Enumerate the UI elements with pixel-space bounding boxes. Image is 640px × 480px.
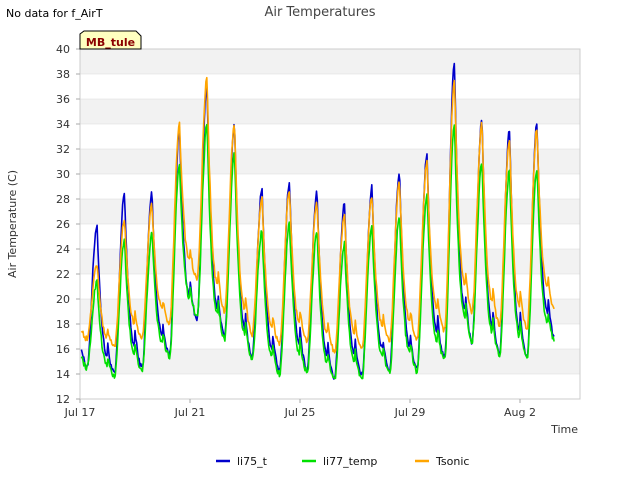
- background-band: [80, 374, 580, 399]
- y-tick-label: 16: [56, 343, 70, 356]
- x-tick-label: Jul 25: [284, 406, 316, 419]
- series-line-li77_temp: [80, 123, 555, 380]
- background-band: [80, 174, 580, 199]
- background-band: [80, 74, 580, 99]
- legend-label-Tsonic: Tsonic: [435, 455, 469, 468]
- site-tag-label: MB_tule: [86, 36, 135, 49]
- y-tick-label: 14: [56, 368, 70, 381]
- background-band: [80, 199, 580, 224]
- y-tick-label: 18: [56, 318, 70, 331]
- y-tick-label: 20: [56, 293, 70, 306]
- y-tick-label: 28: [56, 193, 70, 206]
- x-tick-label: Jul 29: [394, 406, 426, 419]
- background-band: [80, 99, 580, 124]
- no-data-note: No data for f_AirT: [6, 7, 103, 20]
- background-band: [80, 149, 580, 174]
- background-band: [80, 299, 580, 324]
- y-tick-label: 30: [56, 168, 70, 181]
- y-tick-label: 38: [56, 68, 70, 81]
- x-tick-label: Aug 2: [504, 406, 536, 419]
- x-tick-label: Jul 17: [64, 406, 96, 419]
- y-tick-label: 26: [56, 218, 70, 231]
- background-band: [80, 124, 580, 149]
- background-band: [80, 49, 580, 74]
- y-tick-label: 22: [56, 268, 70, 281]
- series-lines: [80, 62, 555, 380]
- site-tag-box: [79, 30, 142, 50]
- background-band: [80, 274, 580, 299]
- background-band: [80, 249, 580, 274]
- legend: li75_t li77_temp Tsonic: [216, 455, 469, 468]
- y-tick-label: 34: [56, 118, 70, 131]
- y-axis-label: Air Temperature (C): [6, 170, 19, 278]
- y-tick-label: 36: [56, 93, 70, 106]
- chart-title: Air Temperatures: [264, 5, 375, 20]
- plot-background: [80, 49, 580, 399]
- x-axis-ticks: Jul 17 Jul 21 Jul 25 Jul 29 Aug 2: [64, 399, 536, 419]
- legend-label-li77_temp: li77_temp: [323, 455, 377, 468]
- y-tick-label: 40: [56, 43, 70, 56]
- y-tick-label: 24: [56, 243, 70, 256]
- series-line-Tsonic: [80, 76, 555, 354]
- site-tag: MB_tule: [79, 30, 142, 50]
- y-tick-label: 12: [56, 393, 70, 406]
- x-axis-label: Time: [550, 423, 578, 436]
- x-tick-label: Jul 21: [174, 406, 206, 419]
- y-tick-label: 32: [56, 143, 70, 156]
- y-axis-ticks: 12 14 16 18 20 22 24 26 28 30 32 34 36 38 40: [56, 43, 80, 406]
- background-band: [80, 224, 580, 249]
- legend-label-li75_t: li75_t: [237, 455, 268, 468]
